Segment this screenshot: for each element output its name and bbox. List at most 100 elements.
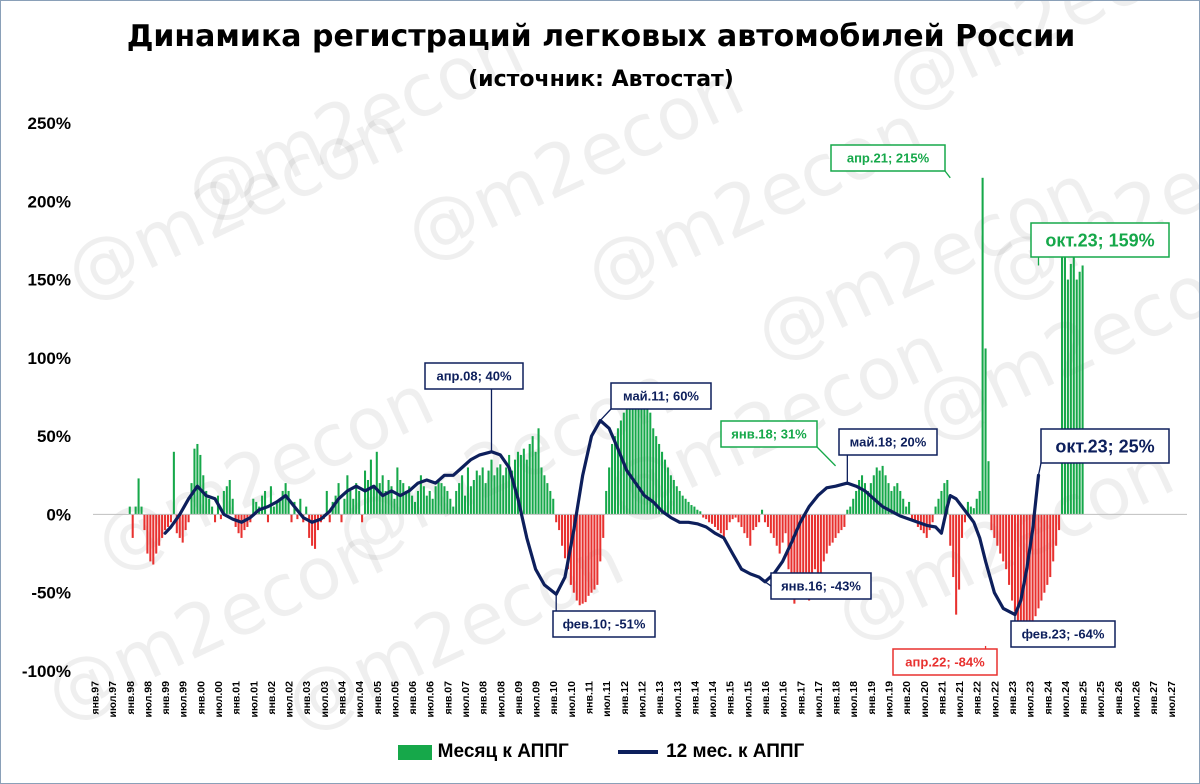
bar xyxy=(937,498,940,515)
bar xyxy=(684,498,687,515)
bar xyxy=(813,514,817,570)
x-tick-label: июл.06 xyxy=(425,681,437,718)
bar xyxy=(155,514,158,554)
bar xyxy=(811,514,814,593)
x-tick-label: янв.16 xyxy=(760,681,772,715)
x-tick-label: янв.09 xyxy=(513,681,525,715)
bar xyxy=(299,498,302,515)
annotation-box xyxy=(892,648,998,676)
bar xyxy=(255,501,258,515)
bar xyxy=(1008,514,1011,585)
x-tick-label: июл.05 xyxy=(389,681,401,718)
bar xyxy=(608,467,611,515)
bar xyxy=(272,506,275,515)
annotation-box xyxy=(838,428,938,456)
annotation-box xyxy=(552,610,656,638)
bar xyxy=(416,490,419,515)
bar xyxy=(866,490,869,515)
bar xyxy=(905,506,908,515)
bar xyxy=(190,483,193,515)
x-tick-label: июл.08 xyxy=(495,681,507,718)
bar xyxy=(705,514,708,520)
x-tick-label: янв.22 xyxy=(972,681,984,715)
bar xyxy=(766,514,769,527)
x-tick-label: июл.01 xyxy=(248,681,260,718)
bar xyxy=(943,483,946,515)
x-tick-label: июл.26 xyxy=(1131,681,1143,718)
bar xyxy=(790,514,793,590)
bar xyxy=(528,443,531,515)
x-tick-label: июл.16 xyxy=(778,681,790,718)
annotation-label: апр.22; -84% xyxy=(905,655,985,670)
bar xyxy=(340,514,343,523)
bar xyxy=(975,498,978,515)
bar xyxy=(463,495,467,515)
bar xyxy=(628,397,631,515)
bar xyxy=(849,506,852,515)
bar xyxy=(487,470,490,515)
bar xyxy=(731,514,734,520)
bar xyxy=(696,509,699,515)
bar xyxy=(316,514,320,531)
bar xyxy=(793,514,796,604)
bar xyxy=(490,459,493,515)
bar xyxy=(237,514,240,534)
bar xyxy=(537,428,540,515)
bar xyxy=(175,514,178,534)
x-tick-label: июл.03 xyxy=(319,681,331,718)
bar xyxy=(287,490,290,515)
bar xyxy=(958,514,961,590)
bar xyxy=(508,454,511,515)
bar xyxy=(137,478,140,515)
bar xyxy=(746,514,749,538)
x-tick-label: янв.23 xyxy=(1007,681,1019,715)
bar xyxy=(214,514,217,523)
line-series xyxy=(163,418,1041,617)
bar xyxy=(143,514,146,531)
bar xyxy=(972,508,975,515)
annotations: апр.21; 215% окт.23; 159% апр.08; 40% май.1… xyxy=(424,144,1170,676)
bar xyxy=(296,514,299,520)
bar xyxy=(437,479,440,515)
x-tick-label: июл.25 xyxy=(1095,681,1107,718)
y-tick-label: 50% xyxy=(37,427,71,446)
data-annotation: май.18; 20% xyxy=(838,428,938,484)
bar xyxy=(672,479,675,515)
bar xyxy=(575,514,578,601)
x-tick-label: янв.97 xyxy=(89,681,101,715)
bar xyxy=(1049,514,1052,578)
data-annotation: май.11; 60% xyxy=(599,382,712,421)
bar xyxy=(716,514,719,531)
bar xyxy=(499,464,502,515)
bar xyxy=(725,514,728,531)
bar xyxy=(852,498,855,515)
x-tick-label: июл.02 xyxy=(284,681,296,718)
bar xyxy=(205,490,208,515)
bar xyxy=(655,436,658,515)
x-tick-label: июл.22 xyxy=(989,681,1001,718)
bar xyxy=(1066,279,1069,515)
bar xyxy=(652,428,655,515)
y-tick-label: 150% xyxy=(28,271,71,290)
bar xyxy=(663,459,667,515)
bar xyxy=(669,475,672,515)
bar xyxy=(1058,514,1061,531)
annotation-box xyxy=(610,382,712,410)
bar xyxy=(999,514,1002,554)
bar xyxy=(613,436,617,515)
bar xyxy=(1034,514,1037,617)
bar xyxy=(619,420,622,515)
bar xyxy=(769,514,772,534)
bar xyxy=(899,490,902,515)
bar xyxy=(843,514,846,527)
bar xyxy=(308,514,311,538)
bar xyxy=(1016,514,1019,625)
bar xyxy=(534,451,537,515)
data-annotation: апр.21; 215% xyxy=(830,144,951,179)
bar xyxy=(396,467,399,515)
bar xyxy=(963,514,966,523)
bar xyxy=(787,514,790,570)
bar xyxy=(393,498,396,515)
bar xyxy=(863,483,867,515)
